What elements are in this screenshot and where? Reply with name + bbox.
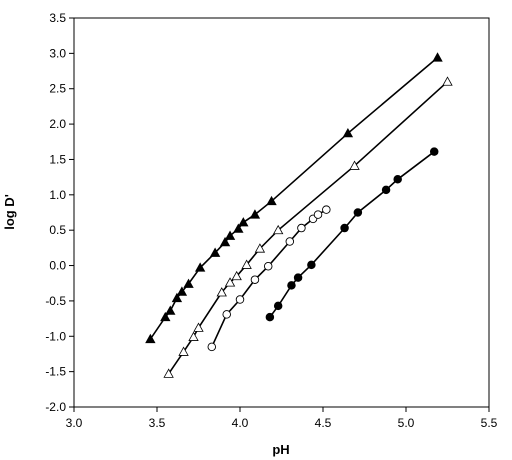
data-point-triangle [238,217,249,227]
data-point-triangle [216,287,227,297]
plot-frame [73,17,490,408]
y-tick-label: -0.5 [45,294,66,308]
data-point-triangle [165,305,176,315]
data-point-circle [429,147,439,156]
data-point-triangle [273,224,284,235]
data-point-triangle [178,346,189,356]
data-point-circle [273,301,283,311]
series-line [269,151,435,318]
data-point-circle [263,262,273,271]
x-tick-label: 5.0 [398,416,415,430]
data-point-circle [207,342,217,352]
data-point-triangle [224,230,236,240]
y-tick-label: 0.5 [49,223,66,237]
data-point-circle [297,223,306,233]
data-point-triangle [209,247,221,257]
x-tick-label: 4.0 [232,416,249,430]
data-point-triangle [163,368,174,378]
y-tick-label: 2.0 [49,117,66,131]
series-filled-circle [265,147,439,322]
data-point-circle [287,281,296,290]
data-point-triangle [241,259,252,269]
y-tick-label: 1.5 [49,152,66,166]
data-point-triangle [266,195,277,206]
data-point-triangle [145,333,156,344]
data-point-circle [265,312,275,322]
data-point-circle [340,223,349,233]
y-tick-label: 3.0 [49,46,66,60]
data-point-triangle [176,286,188,296]
series-line [167,81,449,375]
y-tick-label: -2.0 [45,400,66,414]
y-tick-label: -1.0 [45,329,66,343]
data-point-triangle [219,236,231,247]
data-point-circle [293,273,303,282]
x-axis-label: pH [272,442,289,457]
data-point-circle [381,185,391,195]
data-point-triangle [188,331,199,341]
data-point-circle [313,210,323,219]
data-point-circle [353,208,363,217]
series-line [149,56,439,340]
x-tick-label: 5.5 [481,416,498,430]
series-filled-triangle [145,52,443,344]
data-point-triangle [160,311,171,322]
data-point-circle [393,175,402,184]
data-point-triangle [193,322,204,332]
data-point-circle [235,295,245,304]
data-point-triangle [342,127,354,138]
data-series-layer [145,52,453,378]
data-point-circle [250,275,260,284]
data-point-triangle [442,76,453,86]
y-axis-label: log D' [2,194,17,230]
x-axis-ticks: 3.0 3.5 4.0 4.5 5.0 5.5 [66,407,498,430]
series-open-triangle [163,76,453,378]
x-tick-label: 4.5 [315,416,332,430]
series-line [211,209,327,348]
data-point-circle [307,260,316,270]
x-tick-label: 3.5 [149,416,166,430]
x-tick-label: 3.0 [66,416,83,430]
data-point-circle [285,237,295,246]
y-axis-ticks: -2.0 -1.5 -1.0 -0.5 0.0 0.5 1.0 1.5 2.0 2.5 3.0 3.5 [45,11,74,414]
data-point-triangle [194,262,206,272]
data-point-triangle [231,270,242,281]
data-point-triangle [249,209,261,219]
data-point-circle [322,205,331,214]
data-point-triangle [224,277,236,287]
y-tick-label: 2.5 [49,82,66,96]
series-open-circle [207,205,331,352]
y-tick-label: -1.5 [45,365,66,379]
y-tick-label: 1.0 [49,188,66,202]
y-tick-label: 3.5 [49,11,66,25]
data-point-triangle [432,52,443,62]
data-point-circle [222,310,231,319]
data-point-triangle [233,223,244,233]
data-point-triangle [349,160,360,170]
data-point-triangle [254,243,266,253]
data-point-triangle [171,292,183,303]
y-tick-label: 0.0 [49,259,66,273]
data-point-triangle [183,278,194,288]
